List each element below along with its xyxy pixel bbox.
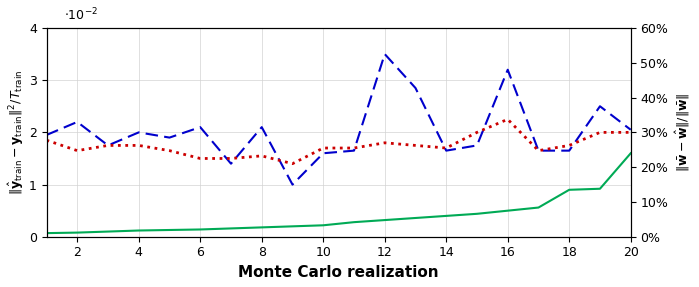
- Y-axis label: $\|\hat{\mathbf{y}}_{\mathrm{train}} - \mathbf{y}_{\mathrm{train}}\|^2 / T_{\mat: $\|\hat{\mathbf{y}}_{\mathrm{train}} - \…: [7, 70, 26, 195]
- X-axis label: Monte Carlo realization: Monte Carlo realization: [238, 265, 439, 280]
- Y-axis label: $\|\bar{\mathbf{w}} - \hat{\mathbf{w}}\| / \|\bar{\mathbf{w}}\|$: $\|\bar{\mathbf{w}} - \hat{\mathbf{w}}\|…: [674, 93, 692, 172]
- Text: $\cdot 10^{-2}$: $\cdot 10^{-2}$: [64, 7, 98, 24]
